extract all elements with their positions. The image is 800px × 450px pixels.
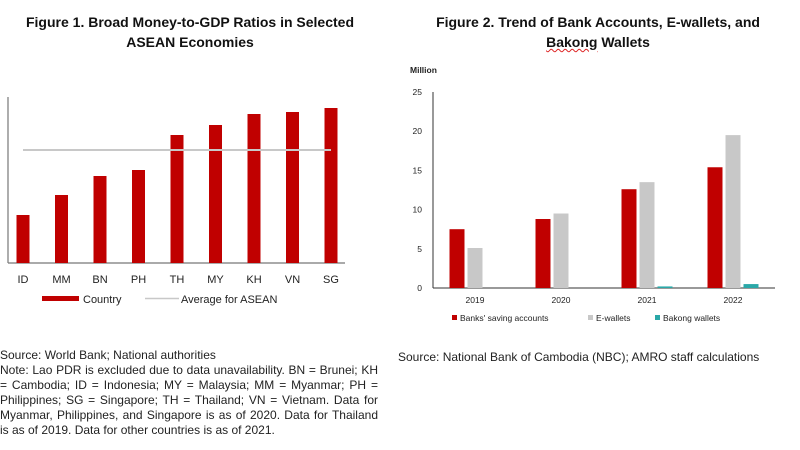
- x-tick-label: VN: [285, 274, 300, 286]
- x-tick-label: MM: [52, 274, 70, 286]
- legend-swatch: [588, 315, 593, 320]
- bar-KH: [247, 114, 261, 263]
- figure1-title-line1: Figure 1. Broad Money-to-GDP Ratios in S…: [25, 14, 354, 30]
- x-tick-label: 2020: [552, 295, 571, 305]
- y-tick-label: 5: [417, 244, 422, 254]
- figure2-title: Figure 2. Trend of Bank Accounts, E-wall…: [398, 12, 798, 52]
- legend-label-average: Average for ASEAN: [181, 294, 277, 306]
- figure1-title: Figure 1. Broad Money-to-GDP Ratios in S…: [0, 12, 380, 52]
- bar-BN: [93, 176, 107, 263]
- bar-2020-0: [535, 219, 551, 288]
- bar-ID: [16, 215, 30, 263]
- bar-PH: [132, 170, 145, 263]
- bar-MM: [55, 195, 68, 263]
- bar-2022-2: [743, 284, 759, 288]
- figure1-title-line2: ASEAN Economies: [126, 34, 254, 50]
- figure2-title-line1: Figure 2. Trend of Bank Accounts, E-wall…: [436, 14, 760, 30]
- legend-label: E-wallets: [596, 313, 630, 323]
- legend-label: Banks' saving accounts: [460, 313, 549, 323]
- x-tick-label: PH: [131, 274, 146, 286]
- x-tick-label: MY: [207, 274, 224, 286]
- legend-swatch: [655, 315, 660, 320]
- figure2-title-bakong: Bakong: [546, 34, 598, 50]
- figure2-chart: Million 0 5 10 15 20 25 2019 2020 2021 2022 Banks' …: [410, 65, 775, 323]
- x-tick-label: ID: [18, 274, 29, 286]
- legend-swatch-country: [42, 296, 79, 301]
- bar-2021-0: [621, 189, 637, 288]
- x-tick-label: SG: [323, 274, 339, 286]
- figure2-notes: Source: National Bank of Cambodia (NBC);…: [398, 350, 796, 365]
- y-tick-label: 15: [413, 165, 423, 175]
- figure1-chart: ID MM BN PH TH MY KH VN SG Country Average for ASE…: [7, 97, 345, 306]
- x-tick-label: KH: [246, 274, 261, 286]
- y-tick-label: 10: [413, 205, 423, 215]
- bar-2019-1: [467, 248, 483, 288]
- y-axis-unit: Million: [410, 65, 437, 75]
- bar-2021-1: [639, 182, 655, 288]
- x-tick-label: TH: [170, 274, 185, 286]
- figure2-source: Source: National Bank of Cambodia (NBC);…: [398, 350, 760, 364]
- x-tick-label: BN: [92, 274, 107, 286]
- y-tick-label: 0: [417, 283, 422, 293]
- y-tick-label: 25: [413, 87, 423, 97]
- x-tick-label: 2021: [638, 295, 657, 305]
- y-tick-label: 20: [413, 126, 423, 136]
- x-tick-label: 2019: [466, 295, 485, 305]
- bar-2022-1: [725, 135, 741, 288]
- figure2-title-wallets: Wallets: [597, 34, 650, 50]
- bar-2019-0: [449, 229, 465, 288]
- bar-2022-0: [707, 167, 723, 288]
- bar-SG: [324, 108, 338, 263]
- bar-TH: [170, 135, 184, 263]
- legend-label-country: Country: [83, 294, 122, 306]
- legend-swatch: [452, 315, 457, 320]
- bar-MY: [209, 125, 222, 263]
- legend-label: Bakong wallets: [663, 313, 720, 323]
- bar-2021-2: [657, 286, 673, 288]
- x-tick-label: 2022: [724, 295, 743, 305]
- figure1-notes: Source: World Bank; National authorities…: [0, 348, 378, 438]
- figure1-note: Note: Lao PDR is excluded due to data un…: [0, 363, 378, 437]
- figure1-source: Source: World Bank; National authorities: [0, 348, 216, 362]
- bar-2020-1: [553, 213, 569, 288]
